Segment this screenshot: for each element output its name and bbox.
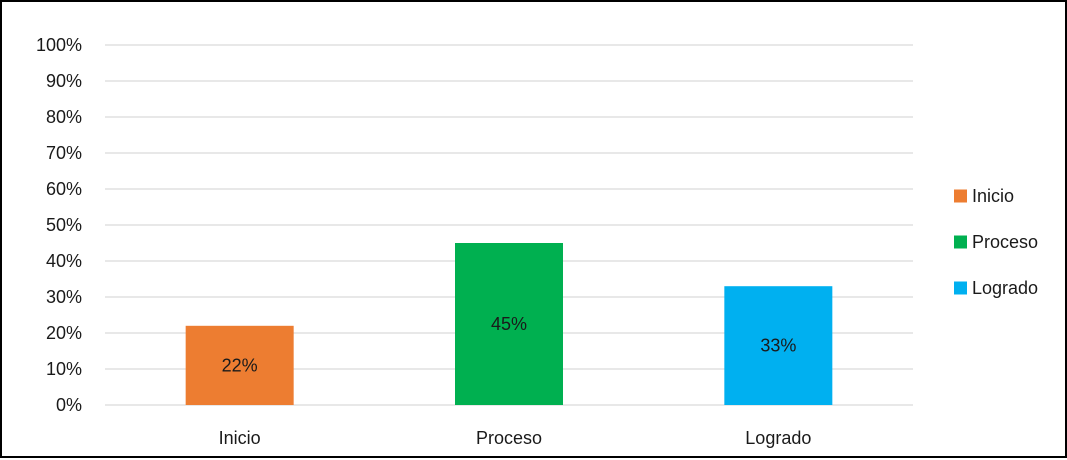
x-axis-categories: Inicio Proceso Logrado xyxy=(219,428,812,448)
x-category-label: Inicio xyxy=(219,428,261,448)
legend-swatch xyxy=(954,281,967,295)
legend-label: Logrado xyxy=(972,278,1038,298)
y-tick-label: 80% xyxy=(46,107,82,127)
x-category-label: Logrado xyxy=(745,428,811,448)
data-label-proceso: 45% xyxy=(491,314,527,334)
bar-inicio xyxy=(185,325,294,405)
bars xyxy=(185,243,833,405)
y-tick-label: 10% xyxy=(46,359,82,379)
legend-swatch xyxy=(954,189,967,203)
y-tick-label: 30% xyxy=(46,287,82,307)
y-axis-ticks: 0% 10% 20% 30% 40% 50% 60% 70% 80% 90% 100% xyxy=(36,35,82,415)
bar-logrado xyxy=(724,286,833,405)
y-tick-label: 20% xyxy=(46,323,82,343)
x-category-label: Proceso xyxy=(476,428,542,448)
legend-swatch xyxy=(954,235,967,249)
legend-label: Inicio xyxy=(972,186,1014,206)
y-tick-label: 100% xyxy=(36,35,82,55)
y-tick-label: 0% xyxy=(56,395,82,415)
bar-proceso xyxy=(455,243,563,405)
legend-label: Proceso xyxy=(972,232,1038,252)
y-tick-label: 50% xyxy=(46,215,82,235)
data-label-logrado: 33% xyxy=(760,336,796,356)
y-tick-label: 60% xyxy=(46,179,82,199)
legend: Inicio Proceso Logrado xyxy=(954,186,1038,298)
y-tick-label: 40% xyxy=(46,251,82,271)
data-labels: 22% 45% 33% xyxy=(222,314,797,375)
data-label-inicio: 22% xyxy=(222,355,258,375)
y-tick-label: 70% xyxy=(46,143,82,163)
y-tick-label: 90% xyxy=(46,71,82,91)
